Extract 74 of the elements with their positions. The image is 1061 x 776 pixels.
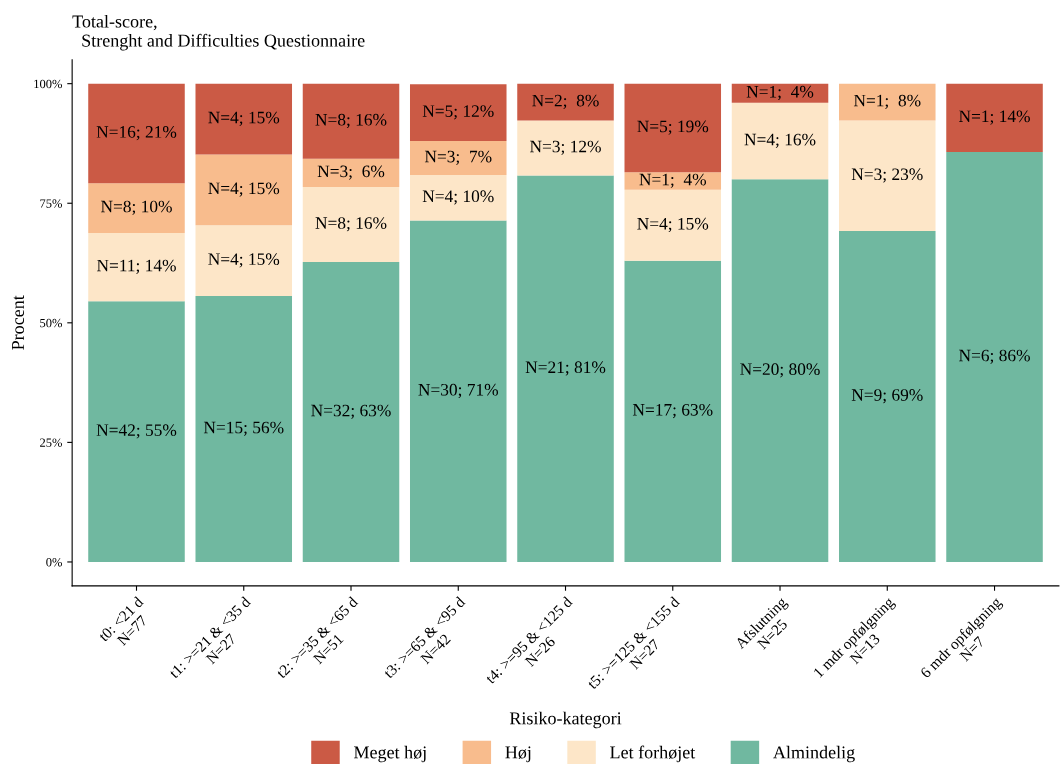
data-label: N=4; 15% bbox=[637, 217, 709, 233]
legend-label: Meget høj bbox=[353, 745, 426, 763]
bar bbox=[946, 152, 1043, 562]
bar bbox=[731, 102, 829, 180]
bar bbox=[839, 120, 936, 231]
data-label: N=3; 23% bbox=[851, 168, 923, 183]
data-label: N=9; 69% bbox=[851, 389, 923, 404]
bar bbox=[88, 183, 185, 233]
data-label: N=11; 14% bbox=[96, 259, 176, 274]
bar bbox=[410, 220, 507, 562]
data-label: N=16; 21% bbox=[96, 126, 177, 141]
bar bbox=[410, 84, 507, 142]
data-label: N=1; 8% bbox=[853, 94, 921, 109]
bar bbox=[302, 158, 400, 187]
data-label: N=21; 81% bbox=[525, 361, 606, 376]
legend-label: Høj bbox=[505, 746, 531, 763]
data-label: N=4; 10% bbox=[422, 190, 494, 205]
bar bbox=[302, 83, 400, 159]
data-label: N=4; 15% bbox=[208, 182, 280, 197]
data-label: N=17; 63% bbox=[632, 403, 713, 419]
data-label: N=20; 80% bbox=[740, 363, 820, 378]
data-label: N=3; 12% bbox=[530, 140, 601, 155]
data-label: N=5; 12% bbox=[422, 105, 494, 120]
bar bbox=[195, 296, 293, 562]
y-tick-label: 25% bbox=[40, 438, 62, 447]
data-label: N=4; 15% bbox=[208, 253, 280, 268]
data-label: N=3; 6% bbox=[317, 165, 385, 180]
y-tick-label: 75% bbox=[40, 199, 62, 208]
bar bbox=[517, 175, 614, 562]
y-tick-label: 100% bbox=[34, 79, 62, 89]
data-label: N=2; 8% bbox=[532, 94, 599, 109]
bar bbox=[517, 83, 614, 121]
bar bbox=[195, 154, 293, 226]
data-label: N=6; 86% bbox=[959, 349, 1030, 364]
y-tick-label: 0% bbox=[46, 557, 62, 567]
data-label: N=1; 4% bbox=[746, 85, 814, 101]
bar bbox=[302, 262, 400, 562]
bar bbox=[88, 83, 185, 184]
bar bbox=[410, 175, 507, 221]
bar bbox=[731, 83, 829, 103]
data-label: N=1; 4% bbox=[639, 173, 706, 188]
bar bbox=[839, 230, 936, 562]
data-label: N=4; 15% bbox=[208, 111, 280, 126]
legend-label: Almindelig bbox=[773, 745, 855, 763]
bar bbox=[410, 141, 507, 176]
chart-title: Total-score, Strenght and Difficulties Questionnaire bbox=[72, 14, 365, 51]
bar bbox=[624, 172, 722, 190]
bar bbox=[517, 120, 614, 176]
legend-label: Let forhøjet bbox=[610, 745, 696, 763]
data-label: N=1; 14% bbox=[959, 110, 1030, 125]
bar bbox=[302, 186, 400, 263]
y-tick-label: 50% bbox=[40, 318, 62, 328]
bar bbox=[839, 83, 936, 121]
bar bbox=[946, 83, 1043, 153]
data-label: N=30; 71% bbox=[418, 383, 499, 399]
x-axis-title: Risiko-kategori bbox=[509, 711, 622, 729]
data-label: N=8; 16% bbox=[315, 113, 387, 129]
data-label: N=5; 19% bbox=[637, 120, 709, 135]
data-label: N=3; 7% bbox=[424, 150, 492, 165]
bar bbox=[195, 225, 293, 297]
bar bbox=[624, 189, 722, 261]
y-axis-title: Procent bbox=[12, 295, 25, 350]
bar bbox=[88, 301, 185, 562]
bar bbox=[624, 260, 722, 562]
bar bbox=[624, 83, 722, 173]
data-label: N=8; 16% bbox=[315, 217, 387, 232]
bar bbox=[88, 232, 185, 302]
data-label: N=4; 16% bbox=[744, 133, 816, 148]
bar bbox=[195, 83, 293, 155]
data-label: N=15; 56% bbox=[203, 421, 284, 436]
data-label: N=42; 55% bbox=[96, 424, 177, 439]
bar bbox=[731, 179, 829, 562]
data-label: N=8; 10% bbox=[101, 200, 172, 215]
data-label: N=32; 63% bbox=[311, 404, 391, 419]
